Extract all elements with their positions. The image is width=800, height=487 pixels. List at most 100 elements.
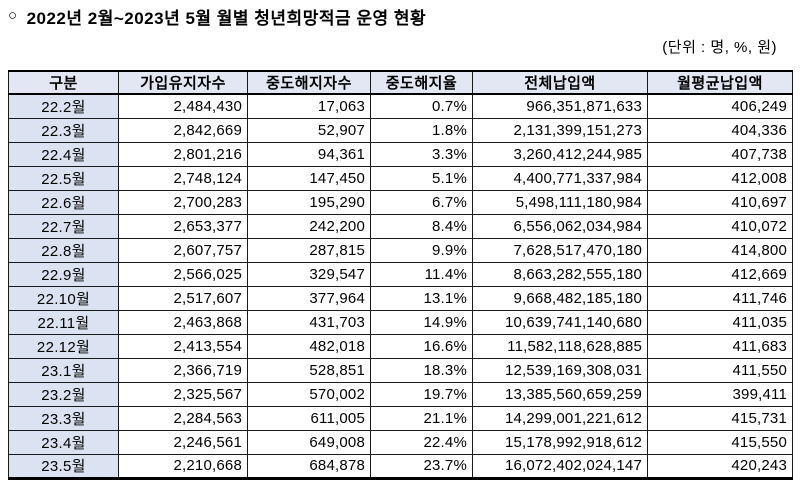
data-cell: 5.1% [370,165,473,191]
data-cell: 412,008 [647,165,793,191]
data-cell: 2,246,561 [118,429,248,455]
data-cell: 2,801,216 [118,141,248,167]
data-cell: 22.4% [370,429,473,455]
row-month-cell: 22.5월 [8,165,119,191]
data-cell: 2,366,719 [118,357,248,383]
data-cell: 684,878 [247,453,371,479]
data-cell: 13.1% [370,285,473,311]
table-row: 22.6월 2,700,283 195,290 6.7% 5,498,111,180,9… [8,189,793,215]
data-cell: 2,284,563 [118,405,248,431]
row-month-cell: 23.2월 [8,381,119,407]
header-row: 구분 가입유지자수 중도해지자수 중도해지율 전체납입액 월평균납입액 [8,70,793,95]
data-cell: 16,072,402,024,147 [472,453,648,479]
data-cell: 611,005 [247,405,371,431]
data-cell: 21.1% [370,405,473,431]
data-cell: 14,299,001,221,612 [472,405,648,431]
data-cell: 2,653,377 [118,213,248,239]
data-cell: 2,463,868 [118,309,248,335]
data-cell: 412,669 [647,261,793,287]
data-cell: 8,663,282,555,180 [472,261,648,287]
data-cell: 17,063 [247,93,371,119]
row-month-cell: 23.1월 [8,357,119,383]
page-title-text: 2022년 2월~2023년 5월 월별 청년희망적금 운영 현황 [26,9,427,28]
data-cell: 377,964 [247,285,371,311]
data-cell: 15,178,992,918,612 [472,429,648,455]
table-row: 22.3월 2,842,669 52,907 1.8% 2,131,399,151,27… [8,117,793,143]
row-month-cell: 22.11월 [8,309,119,335]
data-cell: 147,450 [247,165,371,191]
table-row: 22.7월 2,653,377 242,200 8.4% 6,556,062,034,9… [8,213,793,239]
data-cell: 431,703 [247,309,371,335]
data-cell: 0.7% [370,93,473,119]
data-cell: 3,260,412,244,985 [472,141,648,167]
data-cell: 411,746 [647,285,793,311]
row-month-cell: 23.3월 [8,405,119,431]
data-cell: 6.7% [370,189,473,215]
data-cell: 649,008 [247,429,371,455]
row-month-cell: 23.5월 [8,453,119,479]
data-cell: 287,815 [247,237,371,263]
row-month-cell: 22.12월 [8,333,119,359]
data-cell: 9.9% [370,237,473,263]
data-cell: 195,290 [247,189,371,215]
data-cell: 329,547 [247,261,371,287]
data-cell: 16.6% [370,333,473,359]
row-month-cell: 22.9월 [8,261,119,287]
data-cell: 2,748,124 [118,165,248,191]
data-cell: 411,035 [647,309,793,335]
data-cell: 12,539,169,308,031 [472,357,648,383]
table-row: 22.4월 2,801,216 94,361 3.3% 3,260,412,244,98… [8,141,793,167]
data-cell: 2,700,283 [118,189,248,215]
data-cell: 2,210,668 [118,453,248,479]
data-cell: 14.9% [370,309,473,335]
data-cell: 415,550 [647,429,793,455]
data-cell: 2,517,607 [118,285,248,311]
data-cell: 8.4% [370,213,473,239]
row-month-cell: 22.7월 [8,213,119,239]
data-cell: 528,851 [247,357,371,383]
data-cell: 411,683 [647,333,793,359]
data-cell: 6,556,062,034,984 [472,213,648,239]
data-cell: 406,249 [647,93,793,119]
data-cell: 242,200 [247,213,371,239]
data-cell: 2,325,567 [118,381,248,407]
col-header-terminations: 중도해지자수 [247,70,371,95]
data-cell: 3.3% [370,141,473,167]
col-header-gubun: 구분 [8,70,119,95]
data-cell: 410,072 [647,213,793,239]
table-row: 22.2월 2,484,430 17,063 0.7% 966,351,871,633 4… [8,93,793,119]
row-month-cell: 22.8월 [8,237,119,263]
col-header-term-rate: 중도해지율 [370,70,473,95]
row-month-cell: 23.4월 [8,429,119,455]
table-row: 22.5월 2,748,124 147,450 5.1% 4,400,771,337,9… [8,165,793,191]
row-month-cell: 22.10월 [8,285,119,311]
data-cell: 2,413,554 [118,333,248,359]
data-cell: 2,607,757 [118,237,248,263]
table-row: 23.4월 2,246,561 649,008 22.4% 15,178,992,918… [8,429,793,455]
data-cell: 2,842,669 [118,117,248,143]
circle-bullet-icon: ○ [8,7,18,24]
data-cell: 399,411 [647,381,793,407]
table-row: 23.3월 2,284,563 611,005 21.1% 14,299,001,221… [8,405,793,431]
data-cell: 11,582,118,628,885 [472,333,648,359]
table-row: 22.9월 2,566,025 329,547 11.4% 8,663,282,555,… [8,261,793,287]
col-header-total-paid: 전체납입액 [472,70,648,95]
data-cell: 414,800 [647,237,793,263]
data-cell: 570,002 [247,381,371,407]
col-header-monthly-avg: 월평균납입액 [647,70,793,95]
data-cell: 411,550 [647,357,793,383]
table-row: 23.1월 2,366,719 528,851 18.3% 12,539,169,308… [8,357,793,383]
data-cell: 415,731 [647,405,793,431]
col-header-subscribers: 가입유지자수 [118,70,248,95]
table-row: 22.12월 2,413,554 482,018 16.6% 11,582,118,62… [8,333,793,359]
table-row: 23.2월 2,325,567 570,002 19.7% 13,385,560,659… [8,381,793,407]
table-row: 23.5월 2,210,668 684,878 23.7% 16,072,402,024… [8,453,793,479]
page-title: ○ 2022년 2월~2023년 5월 월별 청년희망적금 운영 현황 [8,4,426,29]
data-cell: 966,351,871,633 [472,93,648,119]
data-cell: 5,498,111,180,984 [472,189,648,215]
data-cell: 23.7% [370,453,473,479]
table-body: 22.2월 2,484,430 17,063 0.7% 966,351,871,633 4… [8,93,793,479]
data-cell: 420,243 [647,453,793,479]
table-row: 22.11월 2,463,868 431,703 14.9% 10,639,741,14… [8,309,793,335]
data-cell: 482,018 [247,333,371,359]
